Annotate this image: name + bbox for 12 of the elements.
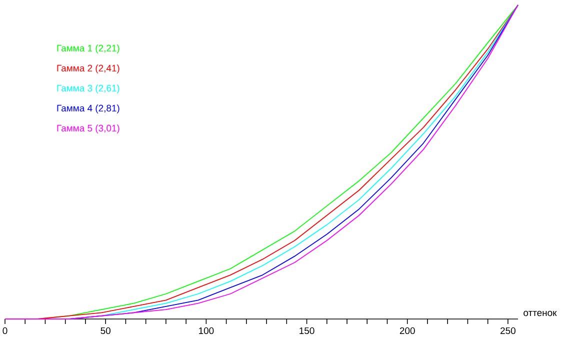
x-axis-title: оттенок (524, 310, 557, 316)
x-tick-label: 200 (400, 327, 415, 334)
text: Гамма 1 (2,21) (57, 44, 120, 54)
text: Гамма 2 (2,41) (57, 64, 120, 74)
x-tick-label: 100 (199, 327, 214, 334)
text: Гамма 3 (2,61) (57, 84, 120, 94)
text: Гамма 5 (3,01) (57, 124, 120, 134)
x-tick-label: 250 (500, 327, 516, 334)
x-tick-label: 50 (100, 327, 110, 334)
x-tick-label: 150 (300, 327, 314, 334)
x-tick-label: 0 (2, 327, 8, 334)
text: Гамма 4 (2,81) (57, 104, 120, 114)
